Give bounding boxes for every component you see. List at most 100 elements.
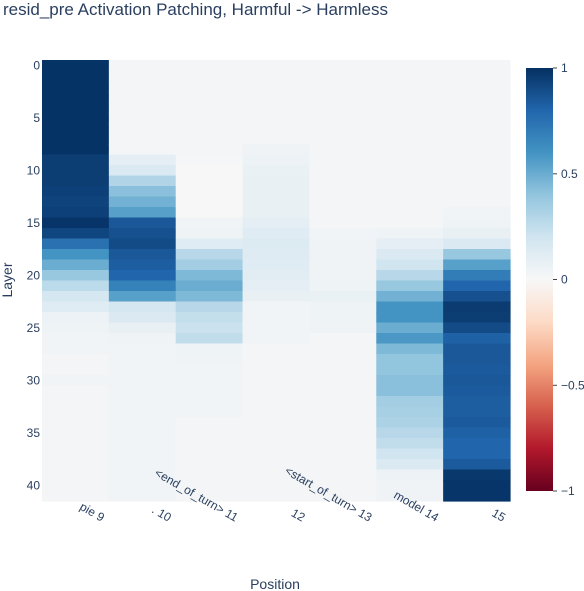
heatmap-cell — [309, 301, 377, 313]
heatmap-cell — [443, 448, 511, 460]
heatmap-cell — [242, 81, 311, 93]
heatmap-cell — [443, 196, 511, 208]
y-tick-label: 10 — [27, 163, 41, 177]
heatmap-cell — [443, 154, 511, 166]
heatmap-cell — [309, 291, 377, 303]
heatmap-cell — [175, 91, 244, 103]
heatmap-cell — [108, 228, 177, 240]
heatmap-cell — [108, 280, 177, 292]
heatmap-cell — [443, 112, 511, 124]
heatmap-cell — [242, 249, 311, 261]
heatmap-cell — [242, 322, 311, 334]
heatmap-cell — [443, 186, 511, 198]
heatmap-cell — [242, 102, 311, 114]
heatmap-cell — [175, 217, 244, 229]
heatmap-cell — [42, 217, 110, 229]
x-axis-title: Position — [250, 576, 300, 591]
heatmap-cell — [309, 448, 377, 460]
heatmap-cell — [108, 385, 177, 397]
heatmap-cell — [175, 459, 244, 471]
heatmap-cell — [175, 291, 244, 303]
heatmap-cell — [242, 312, 311, 324]
heatmap-cell — [376, 322, 444, 334]
heatmap-cell — [108, 354, 177, 366]
heatmap-cell — [242, 270, 311, 282]
heatmap-cell — [309, 427, 377, 439]
heatmap-cell — [443, 364, 511, 376]
heatmap-cell — [108, 270, 177, 282]
heatmap-cell — [108, 238, 177, 250]
heatmap-cell — [443, 133, 511, 145]
heatmap-cell — [242, 175, 311, 187]
y-tick-label: 0 — [33, 58, 40, 72]
heatmap-cell — [443, 217, 511, 229]
heatmap-cell — [443, 291, 511, 303]
heatmap-cell — [376, 207, 444, 219]
heatmap-cell — [108, 333, 177, 345]
colorbar-tick-label: 0.5 — [561, 167, 578, 181]
heatmap-cell — [309, 396, 377, 408]
heatmap-cell — [42, 270, 110, 282]
heatmap-cell — [175, 333, 244, 345]
heatmap-cell — [309, 112, 377, 124]
heatmap-cell — [175, 133, 244, 145]
heatmap-cell — [309, 364, 377, 376]
heatmap-cell — [309, 154, 377, 166]
heatmap-cell — [108, 259, 177, 271]
heatmap-cell — [309, 102, 377, 114]
heatmap-cell — [42, 312, 110, 324]
heatmap-cell — [309, 60, 377, 72]
heatmap-cell — [42, 469, 110, 481]
heatmap-cell — [443, 469, 511, 481]
y-tick-label: 15 — [27, 216, 41, 230]
heatmap-cell — [242, 459, 311, 471]
heatmap-cell — [443, 490, 511, 502]
heatmap-cell — [108, 175, 177, 187]
heatmap-cell — [376, 280, 444, 292]
heatmap-cell — [309, 385, 377, 397]
heatmap-cell — [175, 259, 244, 271]
heatmap-cell — [42, 375, 110, 387]
heatmap-cell — [376, 469, 444, 481]
heatmap-cell — [242, 228, 311, 240]
heatmap-cell — [443, 322, 511, 334]
heatmap-cell — [108, 375, 177, 387]
heatmap-cell — [42, 102, 110, 114]
heatmap-cell — [42, 186, 110, 198]
heatmap-cell — [175, 396, 244, 408]
heatmap-cell — [175, 417, 244, 429]
heatmap-cell — [242, 490, 311, 502]
colorbar-tick-label: 1 — [561, 61, 568, 75]
x-tick-label: pie 9 — [77, 499, 107, 524]
colorbar-ticks: 1 0.5 0 −0.5 −1 — [553, 61, 584, 498]
heatmap-cell — [42, 354, 110, 366]
heatmap-cell — [175, 312, 244, 324]
heatmap-cell — [443, 480, 511, 492]
heatmap-cell — [42, 280, 110, 292]
heatmap-cell — [242, 196, 311, 208]
heatmap-cell — [376, 259, 444, 271]
heatmap-cell — [309, 217, 377, 229]
heatmap-cell — [175, 102, 244, 114]
heatmap-cell — [175, 469, 244, 481]
heatmap-cell — [42, 154, 110, 166]
heatmap-cell — [108, 406, 177, 418]
heatmap-cell — [242, 207, 311, 219]
heatmap-cell — [175, 438, 244, 450]
heatmap-cell — [443, 60, 511, 72]
heatmap-cell — [175, 354, 244, 366]
heatmap-cell — [242, 417, 311, 429]
heatmap-cell — [108, 133, 177, 145]
heatmap-cell — [309, 270, 377, 282]
heatmap-cell — [108, 112, 177, 124]
colorbar — [526, 68, 553, 491]
heatmap-cell — [242, 217, 311, 229]
heatmap-cell — [443, 175, 511, 187]
y-tick-label: 20 — [27, 268, 41, 282]
heatmap-cell — [309, 375, 377, 387]
heatmap-cell — [42, 322, 110, 334]
heatmap-cell — [309, 469, 377, 481]
heatmap-cell — [42, 385, 110, 397]
heatmap-cell — [309, 81, 377, 93]
